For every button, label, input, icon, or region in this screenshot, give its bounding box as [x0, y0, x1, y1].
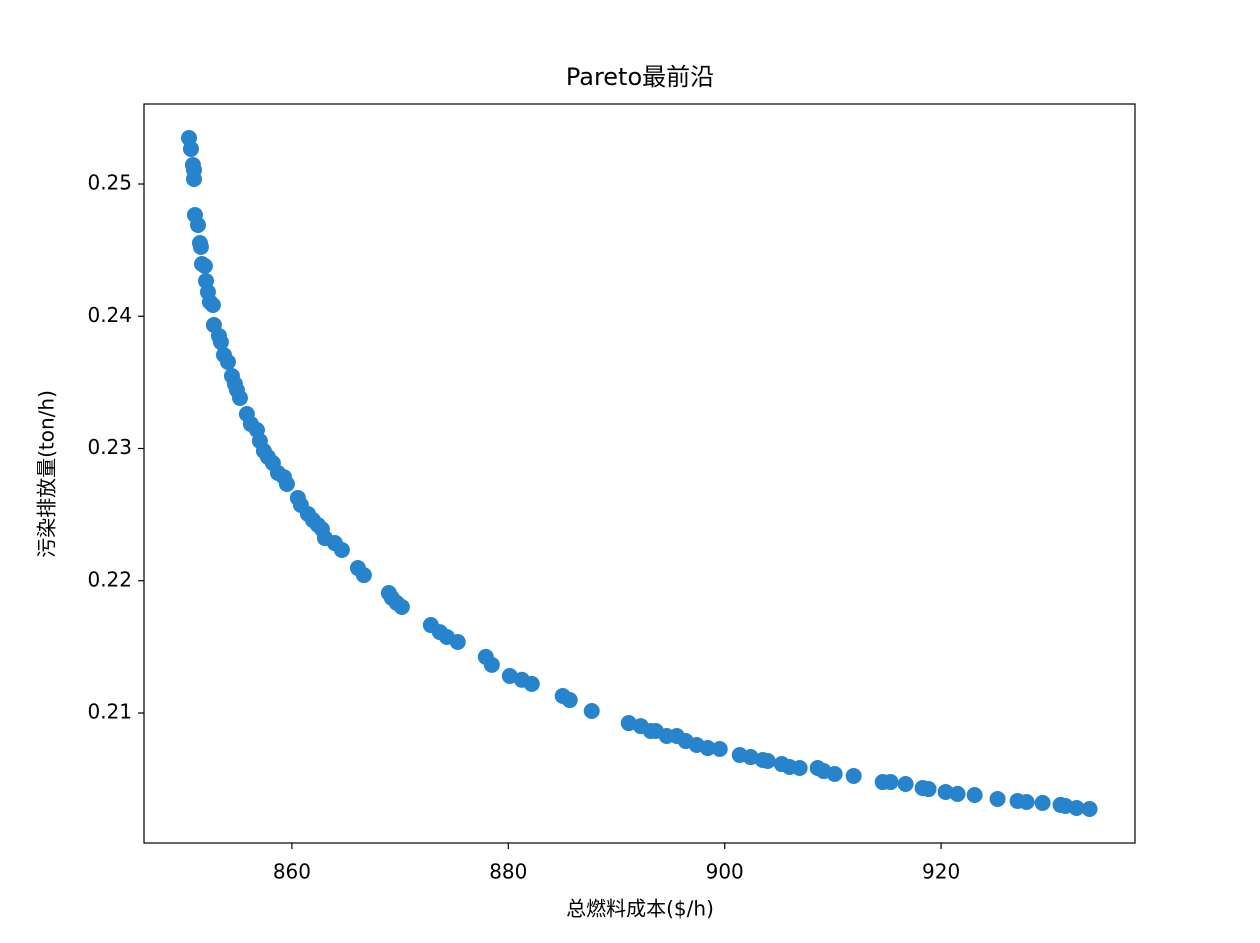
point [185, 170, 202, 187]
x-tick-label: 860 [273, 860, 311, 884]
y-tick-label: 0.21 [87, 700, 132, 724]
point [937, 783, 954, 800]
plot-frame [143, 103, 1136, 844]
point [1034, 794, 1051, 811]
point [1081, 801, 1098, 818]
point [1068, 799, 1085, 816]
y-tick-label: 0.22 [87, 567, 132, 591]
point [192, 238, 209, 255]
point [759, 753, 776, 770]
point [742, 749, 759, 766]
point [791, 760, 808, 777]
point [355, 567, 372, 584]
point [501, 667, 518, 684]
y-tick-label: 0.23 [87, 435, 132, 459]
point [897, 776, 914, 793]
point [620, 715, 637, 732]
y-axis-label: 污染排放量(ton/h) [35, 390, 59, 558]
x-tick-label: 920 [922, 860, 960, 884]
chart-title: Pareto最前沿 [566, 63, 714, 91]
point [219, 354, 236, 371]
point [231, 389, 248, 406]
point [561, 692, 578, 709]
point [212, 334, 229, 351]
point [1018, 794, 1035, 811]
point [966, 786, 983, 803]
x-axis-label: 总燃料成本($/h) [566, 897, 714, 921]
point [196, 258, 213, 275]
point [699, 740, 716, 757]
point [182, 140, 199, 157]
point [920, 781, 937, 798]
point [711, 740, 728, 757]
y-tick-label: 0.25 [87, 171, 132, 195]
x-tick-label: 880 [489, 860, 527, 884]
point [523, 675, 540, 692]
point [278, 475, 295, 492]
point [826, 765, 843, 782]
point [333, 541, 350, 558]
point [483, 656, 500, 673]
point [882, 774, 899, 791]
point [393, 598, 410, 615]
point [989, 790, 1006, 807]
point [189, 217, 206, 234]
point [583, 703, 600, 720]
point [949, 785, 966, 802]
point [449, 633, 466, 650]
point [204, 297, 221, 314]
x-tick-label: 900 [706, 860, 744, 884]
y-tick-label: 0.24 [87, 303, 132, 327]
point [845, 767, 862, 784]
